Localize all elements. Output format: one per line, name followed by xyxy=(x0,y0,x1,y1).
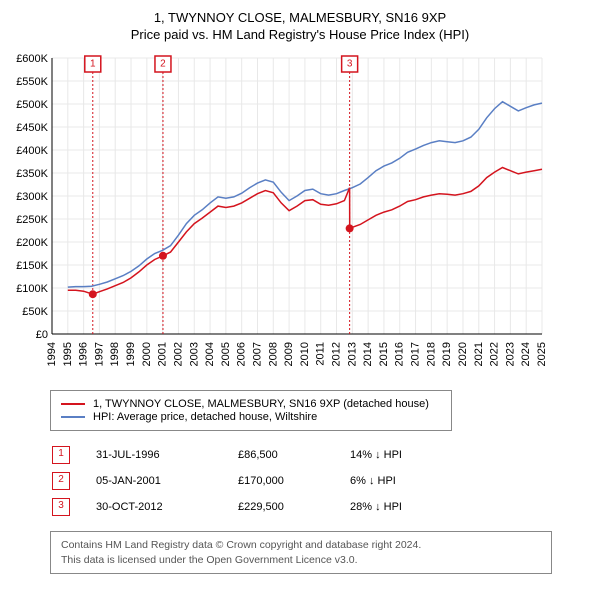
chart-title: 1, TWYNNOY CLOSE, MALMESBURY, SN16 9XP xyxy=(8,10,592,25)
x-axis-label: 2024 xyxy=(520,342,532,366)
x-axis-label: 2002 xyxy=(172,342,184,366)
y-axis-label: £50K xyxy=(22,306,48,318)
sale-hpi-diff: 28% ↓ HPI xyxy=(350,495,460,519)
y-axis-label: £350K xyxy=(16,168,48,180)
y-axis-label: £550K xyxy=(16,76,48,88)
sale-marker-badge: 2 xyxy=(160,59,166,70)
x-axis-label: 2013 xyxy=(346,342,358,366)
x-axis-label: 1998 xyxy=(109,342,121,366)
x-axis-label: 1997 xyxy=(93,342,105,366)
legend: 1, TWYNNOY CLOSE, MALMESBURY, SN16 9XP (… xyxy=(50,390,452,431)
sale-hpi-diff: 6% ↓ HPI xyxy=(350,469,460,493)
sale-marker-badge: 2 xyxy=(52,472,70,490)
x-axis-label: 2016 xyxy=(394,342,406,366)
x-axis-label: 2019 xyxy=(441,342,453,366)
x-axis-label: 2017 xyxy=(410,342,422,366)
chart-subtitle: Price paid vs. HM Land Registry's House … xyxy=(8,27,592,42)
x-axis-label: 1994 xyxy=(46,342,58,366)
x-axis-label: 1996 xyxy=(78,342,90,366)
x-axis-label: 2003 xyxy=(188,342,200,366)
sale-marker-badge: 3 xyxy=(52,498,70,516)
x-axis-label: 2022 xyxy=(489,342,501,366)
sale-price: £170,000 xyxy=(238,469,348,493)
legend-label: 1, TWYNNOY CLOSE, MALMESBURY, SN16 9XP (… xyxy=(93,398,429,410)
x-axis-label: 2007 xyxy=(251,342,263,366)
legend-item: 1, TWYNNOY CLOSE, MALMESBURY, SN16 9XP (… xyxy=(61,398,441,410)
sale-marker-badge: 1 xyxy=(90,59,96,70)
line-chart: £0 £50K £100K £150K £200K £250K £300K £350K £400… xyxy=(8,52,548,382)
x-axis-label: 2015 xyxy=(378,342,390,366)
x-axis-label: 2023 xyxy=(504,342,516,366)
sale-date: 05-JAN-2001 xyxy=(96,469,236,493)
y-axis-label: £150K xyxy=(16,260,48,272)
x-axis-label: 2025 xyxy=(536,342,548,366)
sale-row: 3 30-OCT-2012£229,50028% ↓ HPI xyxy=(52,495,460,519)
y-axis-label: £100K xyxy=(16,283,48,295)
chart-area: £0 £50K £100K £150K £200K £250K £300K £350K £400… xyxy=(8,52,592,382)
sale-hpi-diff: 14% ↓ HPI xyxy=(350,443,460,467)
x-axis-label: 2008 xyxy=(267,342,279,366)
sale-date: 31-JUL-1996 xyxy=(96,443,236,467)
x-axis-label: 2018 xyxy=(425,342,437,366)
x-axis-label: 2000 xyxy=(141,342,153,366)
x-axis-label: 2011 xyxy=(315,342,327,366)
legend-swatch xyxy=(61,416,85,418)
x-axis-label: 2004 xyxy=(204,342,216,366)
x-axis-label: 2006 xyxy=(236,342,248,366)
y-axis-label: £450K xyxy=(16,122,48,134)
x-axis-label: 2009 xyxy=(283,342,295,366)
x-axis-label: 1999 xyxy=(125,342,137,366)
footer-line: This data is licensed under the Open Gov… xyxy=(61,553,541,568)
sale-row: 2 05-JAN-2001£170,0006% ↓ HPI xyxy=(52,469,460,493)
footer-line: Contains HM Land Registry data © Crown c… xyxy=(61,538,541,553)
y-axis-label: £200K xyxy=(16,237,48,249)
sale-row: 1 31-JUL-1996£86,50014% ↓ HPI xyxy=(52,443,460,467)
sale-marker-badge: 1 xyxy=(52,446,70,464)
sales-table: 1 31-JUL-1996£86,50014% ↓ HPI 2 05-JAN-2001… xyxy=(50,441,462,521)
x-axis-label: 2021 xyxy=(473,342,485,366)
x-axis-label: 2001 xyxy=(157,342,169,366)
sale-price: £229,500 xyxy=(238,495,348,519)
sale-marker-badge: 3 xyxy=(347,59,353,70)
x-axis-label: 1995 xyxy=(62,342,74,366)
y-axis-label: £0 xyxy=(36,329,48,341)
y-axis-label: £250K xyxy=(16,214,48,226)
x-axis-label: 2010 xyxy=(299,342,311,366)
sale-date: 30-OCT-2012 xyxy=(96,495,236,519)
x-axis-label: 2005 xyxy=(220,342,232,366)
legend-swatch xyxy=(61,403,85,405)
legend-item: HPI: Average price, detached house, Wilt… xyxy=(61,411,441,423)
attribution-footer: Contains HM Land Registry data © Crown c… xyxy=(50,531,552,574)
x-axis-label: 2012 xyxy=(331,342,343,366)
y-axis-label: £400K xyxy=(16,145,48,157)
y-axis-label: £300K xyxy=(16,191,48,203)
y-axis-label: £600K xyxy=(16,53,48,65)
sale-price: £86,500 xyxy=(238,443,348,467)
y-axis-label: £500K xyxy=(16,99,48,111)
x-axis-label: 2020 xyxy=(457,342,469,366)
x-axis-label: 2014 xyxy=(362,342,374,366)
legend-label: HPI: Average price, detached house, Wilt… xyxy=(93,411,317,423)
